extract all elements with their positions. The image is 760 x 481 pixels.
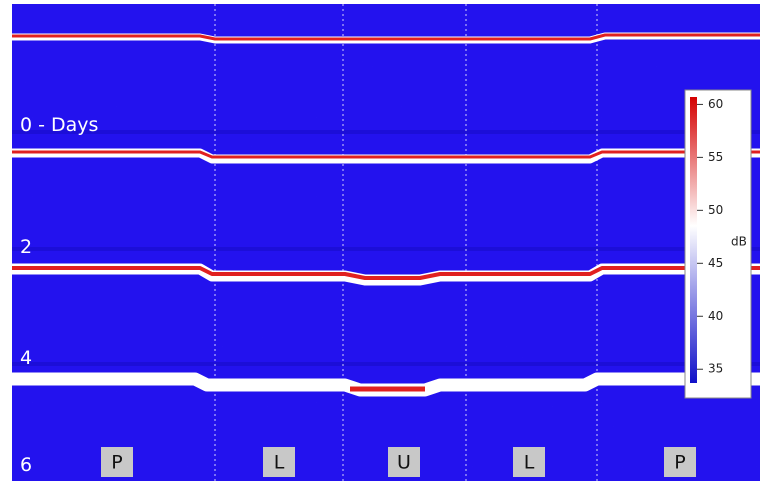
row-label: 2 (20, 236, 32, 258)
row-label: 4 (20, 347, 32, 369)
colorbar-tick-label: 45 (708, 256, 723, 270)
region-label: L (524, 452, 535, 474)
page: {"rows": ["0 - Days", "2", "4", "6"], "r… (0, 0, 760, 481)
speckle (12, 4, 760, 481)
region-label: U (397, 452, 411, 474)
colorbar-tick-label: 60 (708, 97, 723, 111)
colorbar-tick-label: 40 (708, 309, 723, 323)
colorbar-tick-label: 55 (708, 150, 723, 164)
colorbar-tick-label: 35 (708, 362, 723, 376)
colorbar: dB (685, 90, 751, 398)
colorbar-unit: dB (731, 235, 747, 249)
region-label: L (274, 452, 285, 474)
region-label: P (674, 452, 685, 474)
figure: 0 - Days 2 4 6 P L U L P dB 35 40 45 50 55 60 (0, 0, 760, 481)
row-label: 6 (20, 454, 32, 476)
colorbar-gradient (690, 97, 697, 383)
row-label: 0 - Days (20, 114, 98, 136)
region-label: P (111, 452, 122, 474)
colorbar-tick-label: 50 (708, 203, 723, 217)
